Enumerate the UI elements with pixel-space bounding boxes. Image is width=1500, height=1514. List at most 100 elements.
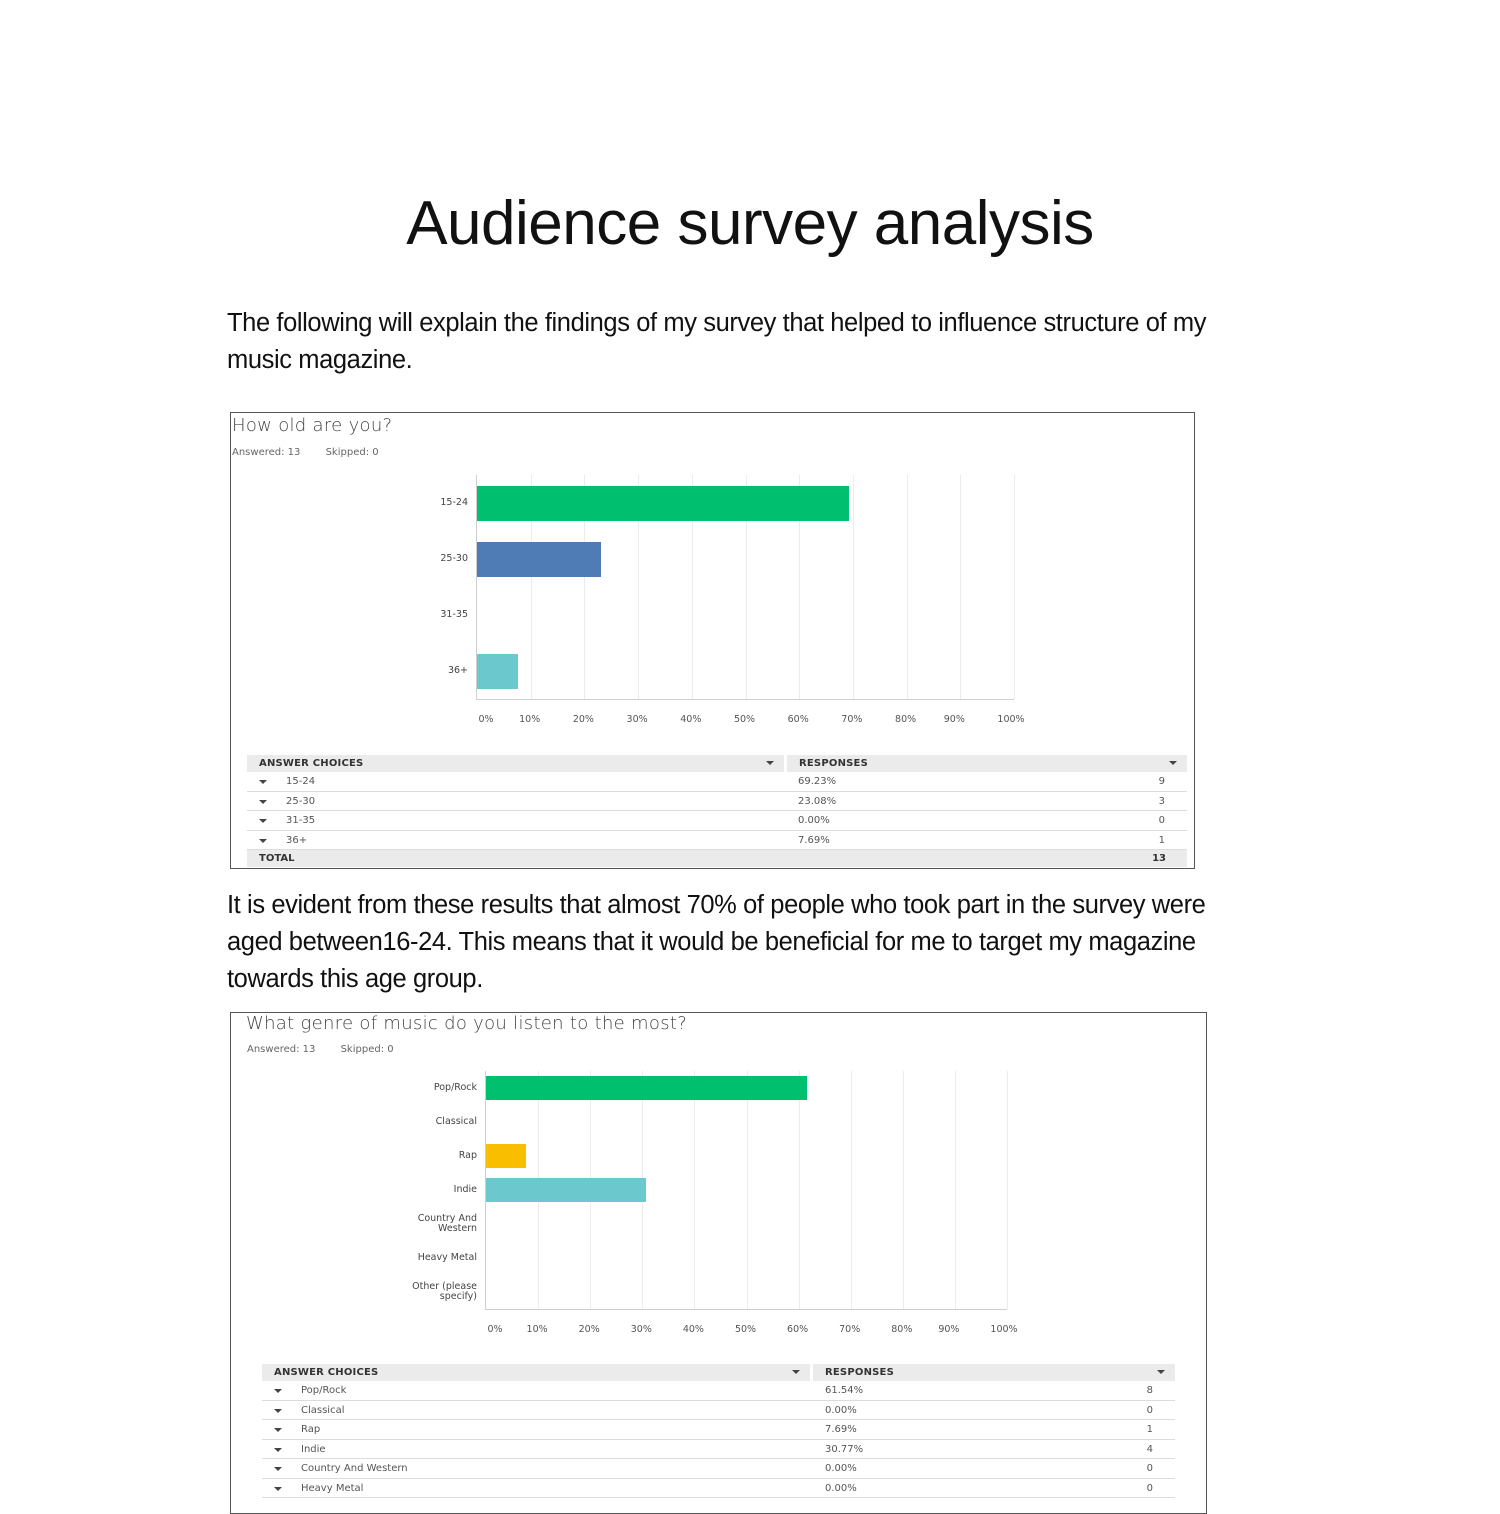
gridline	[694, 1071, 696, 1309]
total-value: 13	[1152, 853, 1166, 864]
expand-caret-icon[interactable]	[259, 780, 267, 784]
bar-indie[interactable]	[486, 1178, 647, 1202]
gridline	[638, 475, 640, 699]
axis-tick-label: 60%	[787, 714, 809, 725]
sort-caret-icon[interactable]	[766, 761, 774, 765]
answer-choice: Pop/Rock	[301, 1385, 347, 1396]
table-row[interactable]: Classical 0.00% 0	[262, 1401, 1175, 1420]
axis-tick-label: 30%	[626, 714, 648, 725]
axis-tick-label: 30%	[630, 1324, 652, 1335]
gridline	[799, 475, 801, 699]
skipped-count: Skipped: 0	[340, 1044, 394, 1055]
expand-caret-icon[interactable]	[259, 838, 267, 843]
table-row[interactable]: 15-24 69.23% 9	[247, 772, 1187, 792]
table-row[interactable]: Indie 30.77% 4	[262, 1440, 1175, 1459]
table-row[interactable]: Country And Western 0.00% 0	[262, 1459, 1175, 1479]
axis-tick-label: 90%	[938, 1324, 960, 1335]
category-label: Heavy Metal	[417, 1252, 477, 1263]
answer-choice: 15-24	[286, 776, 316, 787]
axis-tick-label: 40%	[682, 1324, 704, 1335]
skipped-count: Skipped: 0	[325, 447, 379, 458]
response-percent: 0.00%	[825, 1404, 857, 1416]
gridline	[906, 475, 908, 699]
table-row[interactable]: 31-35 0.00% 0	[247, 811, 1187, 831]
bar-25-30[interactable]	[477, 541, 601, 577]
gridline	[530, 475, 532, 699]
sort-caret-icon[interactable]	[792, 1370, 800, 1374]
question-title: What genre of music do you listen to the…	[246, 1013, 688, 1034]
sort-caret-icon[interactable]	[1169, 761, 1177, 765]
response-count: 4	[1146, 1443, 1153, 1455]
category-label: Indie	[453, 1184, 477, 1195]
expand-caret-icon[interactable]	[274, 1428, 282, 1432]
category-label: 25-30	[440, 553, 468, 564]
response-percent: 7.69%	[798, 834, 830, 846]
question-title: How old are you?	[232, 415, 393, 436]
category-label: Other (please specify)	[412, 1281, 477, 1302]
response-percent: 7.69%	[825, 1424, 857, 1435]
gridline	[1014, 475, 1015, 699]
expand-caret-icon[interactable]	[274, 1447, 282, 1452]
axis-tick-label: 50%	[733, 714, 756, 725]
category-label: 31-35	[440, 609, 468, 620]
bar-15-24[interactable]	[477, 485, 849, 521]
answer-choices-header[interactable]: ANSWER CHOICES	[247, 755, 784, 772]
bar-36-[interactable]	[477, 653, 519, 689]
table-row[interactable]: Rap 7.69% 1	[262, 1420, 1175, 1440]
responses-header[interactable]: RESPONSES	[787, 755, 1187, 772]
expand-caret-icon[interactable]	[274, 1408, 282, 1413]
bar-pop-rock[interactable]	[486, 1076, 807, 1100]
answer-choice: Classical	[301, 1404, 345, 1416]
expand-caret-icon[interactable]	[259, 819, 267, 823]
response-percent: 61.54%	[825, 1385, 864, 1396]
table-row[interactable]: 36+ 7.69% 1	[247, 831, 1187, 850]
sort-caret-icon[interactable]	[1157, 1370, 1165, 1374]
response-percent: 23.08%	[798, 795, 837, 807]
gridline	[745, 475, 747, 699]
survey-age-panel: How old are you? Answered: 13 Skipped: 0…	[230, 412, 1195, 869]
category-label: Rap	[458, 1150, 477, 1161]
answered-count: Answered: 13	[232, 447, 301, 458]
category-label: 36+	[447, 665, 468, 676]
genre-results-table: ANSWER CHOICES RESPONSES Pop/Rock 61.54% 8…	[262, 1364, 1175, 1513]
response-count: 8	[1146, 1385, 1153, 1396]
response-percent: 30.77%	[825, 1443, 864, 1455]
response-count: 1	[1146, 1424, 1153, 1435]
expand-caret-icon[interactable]	[259, 799, 267, 804]
category-label: Classical	[435, 1116, 477, 1127]
axis-tick-label: 100%	[997, 714, 1025, 725]
gridline	[852, 475, 854, 699]
answer-choice: Heavy Metal	[301, 1482, 364, 1494]
response-count: 0	[1146, 1404, 1153, 1416]
axis-tick-label: 80%	[891, 1324, 913, 1335]
axis-tick-label: 70%	[839, 1324, 861, 1335]
response-percent: 0.00%	[798, 815, 830, 826]
answer-choices-header[interactable]: ANSWER CHOICES	[262, 1364, 810, 1381]
gridline	[584, 475, 586, 699]
intro-paragraph: The following will explain the findings …	[227, 309, 1207, 374]
answer-choice: 25-30	[286, 795, 316, 807]
table-header: ANSWER CHOICES RESPONSES	[262, 1364, 1175, 1381]
expand-caret-icon[interactable]	[274, 1467, 282, 1471]
response-count: 0	[1158, 815, 1165, 826]
table-row[interactable]: Pop/Rock 61.54% 8	[262, 1381, 1175, 1401]
axis-tick-label: 60%	[787, 1324, 809, 1335]
table-row[interactable]: 25-30 23.08% 3	[247, 792, 1187, 811]
response-count: 0	[1146, 1463, 1153, 1474]
axis-tick-label: 90%	[943, 714, 965, 725]
response-count: 3	[1158, 795, 1165, 807]
age-results-table: ANSWER CHOICES RESPONSES 15-24 69.23% 9 25-…	[247, 755, 1187, 868]
gridline	[1007, 1071, 1008, 1309]
category-label: Pop/Rock	[433, 1082, 477, 1093]
response-percent: 69.23%	[798, 776, 837, 787]
response-stats: Answered: 13 Skipped: 0	[247, 1044, 416, 1055]
response-percent: 0.00%	[825, 1482, 857, 1494]
table-row[interactable]: Heavy Metal 0.00% 0	[262, 1479, 1175, 1498]
responses-header[interactable]: RESPONSES	[813, 1364, 1175, 1381]
gridline	[960, 475, 962, 699]
bar-rap[interactable]	[486, 1144, 527, 1168]
axis-tick-label: 100%	[990, 1324, 1018, 1335]
response-count: 9	[1158, 776, 1165, 787]
expand-caret-icon[interactable]	[274, 1389, 282, 1393]
expand-caret-icon[interactable]	[274, 1486, 282, 1491]
